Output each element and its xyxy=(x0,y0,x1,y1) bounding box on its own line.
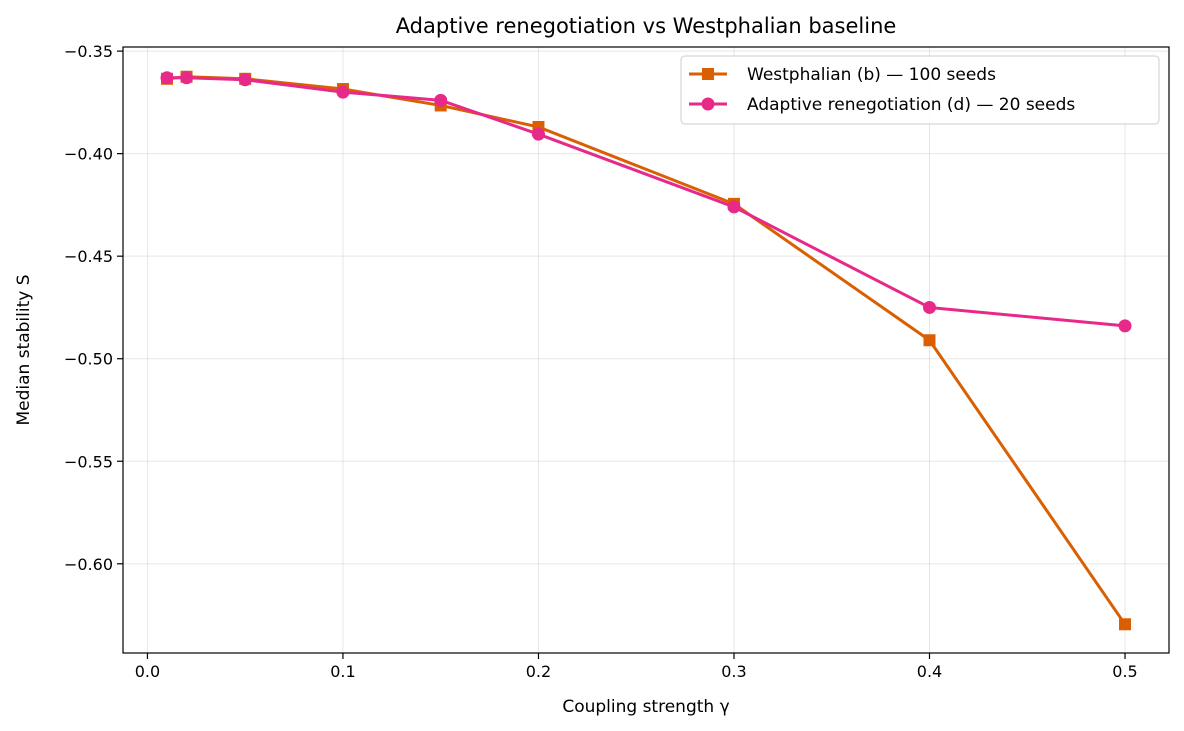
y-tick-label: −0.55 xyxy=(64,452,113,471)
data-point-circle xyxy=(922,300,936,314)
x-tick-label: 0.2 xyxy=(526,662,551,681)
legend-marker-circle xyxy=(701,97,715,111)
data-point-circle xyxy=(336,85,350,99)
chart-title: Adaptive renegotiation vs Westphalian ba… xyxy=(396,14,897,38)
x-tick-label: 0.4 xyxy=(917,662,942,681)
legend-entry-label: Westphalian (b) — 100 seeds xyxy=(747,65,996,85)
y-tick-label: −0.40 xyxy=(64,145,113,164)
x-tick-label: 0.0 xyxy=(135,662,160,681)
data-point-circle xyxy=(531,127,545,141)
data-point-square xyxy=(1119,618,1132,631)
data-point-circle xyxy=(238,73,252,87)
series-layer xyxy=(160,70,1132,631)
x-axis-label: Coupling strength γ xyxy=(562,697,729,717)
x-tick-label: 0.3 xyxy=(721,662,746,681)
legend: Westphalian (b) — 100 seeds Adaptive rene… xyxy=(680,55,1160,125)
data-point-circle xyxy=(180,71,194,85)
legend-box xyxy=(680,55,1160,125)
data-point-circle xyxy=(727,200,741,214)
y-tick-label: −0.35 xyxy=(64,42,113,61)
legend-entry-label: Adaptive renegotiation (d) — 20 seeds xyxy=(747,95,1075,115)
y-tick-label: −0.60 xyxy=(64,555,113,574)
data-point-square xyxy=(923,334,936,347)
x-tick-label: 0.5 xyxy=(1112,662,1137,681)
grid-layer xyxy=(123,47,1169,653)
data-point-circle xyxy=(1118,319,1132,333)
y-tick-label: −0.50 xyxy=(64,350,113,369)
data-point-circle xyxy=(434,93,448,107)
y-tick-label: −0.45 xyxy=(64,247,113,266)
series-line-1 xyxy=(166,75,1127,626)
x-tick-label: 0.1 xyxy=(330,662,355,681)
legend-marker-square xyxy=(702,68,714,80)
y-axis-label: Median stability S xyxy=(14,274,34,425)
tick-layer: 0.0 0.1 0.2 0.3 0.4 0.5 −0.35 −0.40 −0.45 −0.50 −0… xyxy=(64,42,1138,681)
plot-frame xyxy=(122,46,1170,654)
data-point-circle xyxy=(160,71,174,85)
